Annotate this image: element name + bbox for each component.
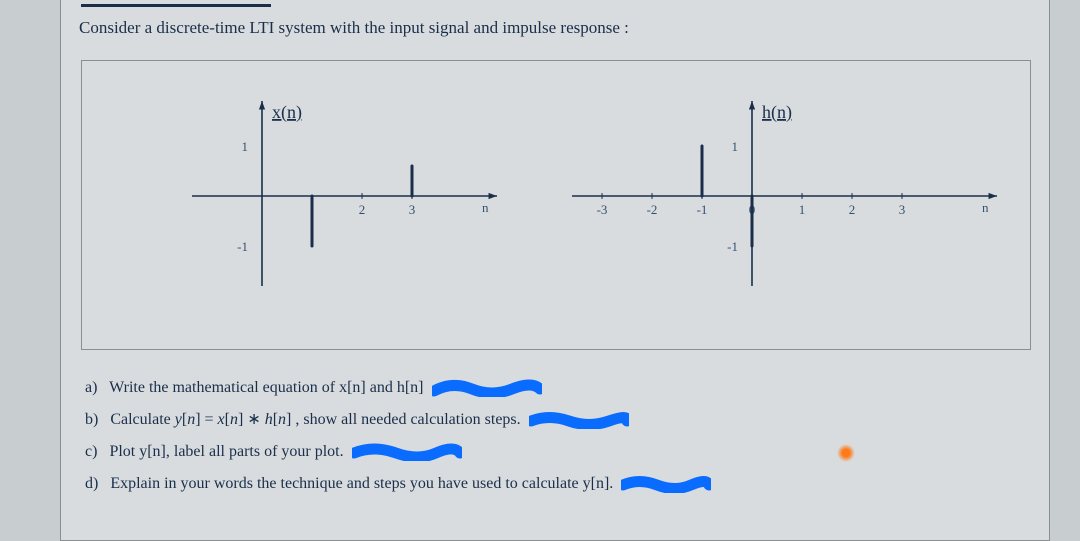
heading-divider — [81, 4, 271, 7]
scribble-mark — [529, 411, 629, 429]
q-letter: b) — [85, 411, 98, 428]
q-letter: d) — [85, 475, 98, 492]
q-eq: y[n] = x[n] ∗ h[n] — [175, 411, 292, 428]
q-text: Write the mathematical equation of x[n] … — [109, 379, 423, 396]
plots-svg: nx(n)231-1nh(n)-3-2-101231-1 — [82, 61, 1032, 351]
svg-text:-1: -1 — [697, 202, 708, 217]
svg-text:3: 3 — [899, 202, 906, 217]
q-text: Plot y[n], label all parts of your plot. — [109, 443, 347, 460]
q-text-post: , show all needed calculation steps. — [295, 411, 524, 428]
svg-text:n: n — [982, 200, 989, 215]
svg-text:1: 1 — [799, 202, 806, 217]
svg-text:-2: -2 — [647, 202, 658, 217]
question-b: b) Calculate y[n] = x[n] ∗ h[n] , show a… — [85, 404, 1015, 436]
questions-list: a) Write the mathematical equation of x[… — [85, 372, 1015, 500]
q-text-pre: Calculate — [110, 411, 174, 428]
scribble-mark — [432, 379, 542, 397]
svg-text:-1: -1 — [237, 239, 248, 254]
svg-text:2: 2 — [849, 202, 856, 217]
svg-text:-3: -3 — [597, 202, 608, 217]
svg-text:2: 2 — [359, 202, 366, 217]
scribble-mark — [352, 443, 462, 461]
question-c: c) Plot y[n], label all parts of your pl… — [85, 436, 1015, 468]
svg-text:1: 1 — [242, 139, 249, 154]
worksheet-paper: Consider a discrete-time LTI system with… — [60, 0, 1050, 541]
question-d: d) Explain in your words the technique a… — [85, 468, 1015, 500]
plots-region: nx(n)231-1nh(n)-3-2-101231-1 — [81, 60, 1031, 350]
svg-text:3: 3 — [409, 202, 416, 217]
scribble-mark — [621, 475, 711, 493]
svg-text:1: 1 — [732, 139, 739, 154]
prompt-text: Consider a discrete-time LTI system with… — [79, 18, 629, 38]
svg-text:n: n — [482, 200, 489, 215]
q-text: Explain in your words the technique and … — [110, 475, 617, 492]
q-letter: c) — [85, 443, 97, 460]
question-a: a) Write the mathematical equation of x[… — [85, 372, 1015, 404]
q-letter: a) — [85, 379, 97, 396]
svg-text:x(n): x(n) — [272, 102, 302, 123]
svg-text:-1: -1 — [727, 239, 738, 254]
svg-text:h(n): h(n) — [762, 102, 792, 123]
